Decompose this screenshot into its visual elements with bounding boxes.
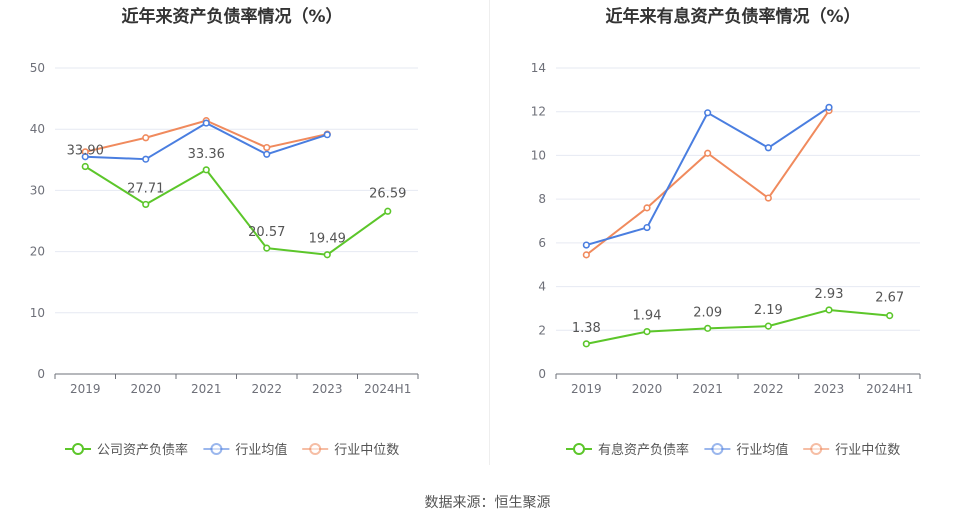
- y-tick-label: 0: [538, 367, 546, 381]
- data-point: [825, 103, 833, 111]
- data-point: [202, 166, 210, 174]
- data-point: [263, 143, 271, 152]
- legend-label: 行业均值: [235, 442, 287, 458]
- data-point: [704, 149, 712, 157]
- y-tick-label: 20: [30, 245, 45, 259]
- x-tick-label: 2024H1: [364, 382, 411, 396]
- legend-label: 行业中位数: [334, 443, 399, 458]
- data-point: [704, 324, 712, 332]
- data-point: [142, 155, 150, 163]
- series-line-industry-average: [586, 106, 830, 247]
- x-tick-label: 2022: [251, 382, 282, 396]
- series-line-company: [586, 308, 890, 345]
- legend-swatch-marker: [711, 443, 724, 455]
- x-tick-label: 2020: [130, 382, 161, 396]
- data-point: [825, 306, 833, 314]
- x-tick-label: 2019: [571, 382, 602, 396]
- x-tick-label: 2020: [632, 382, 663, 396]
- x-tick-label: 2021: [692, 382, 723, 396]
- y-tick-label: 6: [538, 236, 546, 250]
- data-point: [764, 322, 772, 330]
- data-point: [582, 340, 590, 348]
- x-tick-label: 2023: [814, 382, 845, 396]
- data-label: 1.94: [633, 309, 662, 324]
- data-point: [886, 312, 894, 320]
- x-tick-label: 2024H1: [866, 382, 913, 396]
- chart-divider: [489, 0, 490, 465]
- data-point: [704, 109, 712, 117]
- legend-swatch-marker: [72, 443, 84, 455]
- series-line-company: [84, 165, 389, 256]
- data-point: [582, 241, 590, 249]
- y-tick-label: 40: [30, 122, 45, 136]
- y-tick-label: 50: [30, 61, 45, 75]
- data-label: 20.57: [248, 225, 285, 240]
- data-point: [81, 162, 89, 171]
- data-point: [323, 251, 331, 259]
- legend-swatch-marker: [210, 443, 223, 455]
- y-tick-label: 30: [30, 183, 45, 197]
- data-point: [142, 200, 150, 209]
- legend-swatch-marker: [810, 443, 823, 455]
- data-point: [582, 251, 590, 259]
- chart-2-title: 近年来有息资产负债率情况（%）: [605, 6, 860, 27]
- data-label: 2.09: [693, 305, 722, 320]
- y-tick-label: 0: [37, 367, 45, 381]
- x-tick-label: 2021: [191, 382, 222, 396]
- data-point: [81, 153, 89, 161]
- y-tick-label: 12: [531, 105, 546, 119]
- y-tick-label: 10: [30, 306, 45, 320]
- data-point: [142, 134, 150, 142]
- data-point: [263, 244, 271, 252]
- data-point: [764, 194, 772, 202]
- data-point: [643, 223, 651, 232]
- legend-label: 有息资产负债率: [598, 442, 689, 458]
- y-tick-label: 4: [538, 280, 546, 294]
- data-label: 2.19: [754, 303, 783, 318]
- data-label: 33.36: [188, 147, 225, 162]
- data-label: 26.59: [369, 186, 406, 201]
- data-point: [202, 119, 210, 127]
- legend-swatch-marker: [309, 443, 322, 455]
- data-label: 19.49: [309, 232, 346, 247]
- data-label: 2.67: [875, 291, 904, 306]
- x-tick-label: 2022: [753, 382, 784, 396]
- y-tick-label: 14: [531, 61, 546, 75]
- x-tick-label: 2019: [70, 382, 101, 396]
- legend-label: 行业中位数: [835, 443, 900, 458]
- data-point: [263, 150, 271, 158]
- data-label: 27.71: [127, 181, 164, 196]
- legend-label: 公司资产负债率: [97, 442, 188, 458]
- data-source-note: 数据来源：恒生聚源: [424, 495, 551, 511]
- data-point: [764, 144, 772, 152]
- x-tick-label: 2023: [312, 382, 343, 396]
- legend-label: 行业均值: [736, 442, 788, 458]
- y-tick-label: 10: [531, 148, 546, 162]
- y-tick-label: 2: [538, 323, 546, 337]
- data-point: [643, 204, 651, 212]
- data-label: 2.93: [815, 287, 844, 302]
- legend-swatch-marker: [573, 443, 585, 455]
- data-label: 1.38: [572, 321, 601, 336]
- chart-1-title: 近年来资产负债率情况（%）: [121, 6, 342, 27]
- y-tick-label: 8: [538, 192, 546, 206]
- data-label: 33.90: [67, 144, 104, 159]
- data-point: [323, 131, 331, 139]
- data-point: [643, 327, 651, 336]
- data-point: [384, 207, 392, 215]
